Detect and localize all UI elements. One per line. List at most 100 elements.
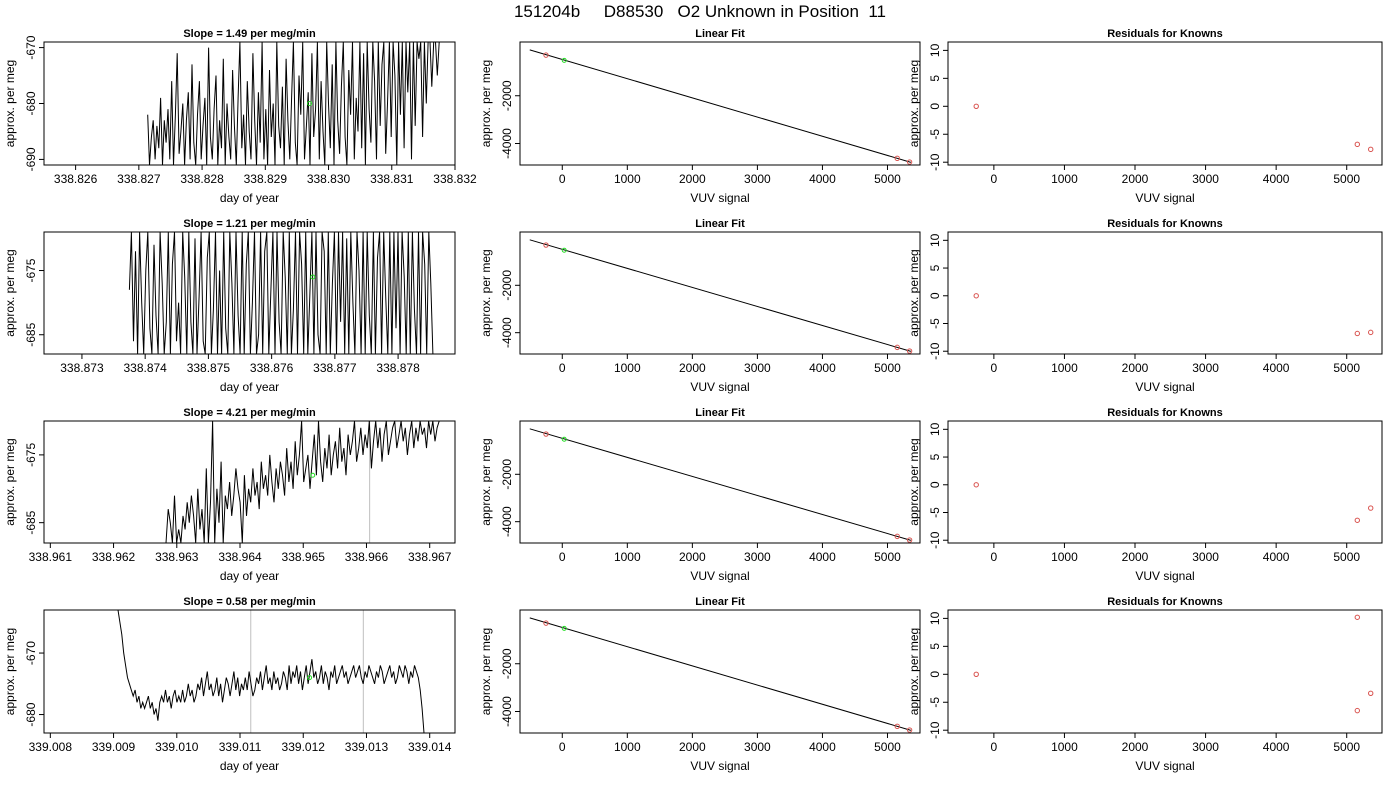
unknown-point bbox=[561, 57, 567, 63]
plot-frame bbox=[947, 420, 1383, 544]
x-tick-label: 5000 bbox=[874, 172, 901, 186]
plot-frame bbox=[519, 420, 921, 544]
y-tick-label: 5 bbox=[928, 75, 942, 82]
y-axis-label: approx. per meg bbox=[479, 628, 493, 715]
x-tick-label: 339.009 bbox=[92, 740, 136, 754]
y-axis-label: approx. per meg bbox=[907, 628, 921, 715]
x-tick-label: 339.010 bbox=[155, 740, 199, 754]
panel-4: Slope = 0.58 per meg/min 339.008 339.009 33… bbox=[3, 596, 456, 773]
x-tick-label: 0 bbox=[559, 172, 566, 186]
series-line bbox=[117, 610, 425, 733]
y-tick-label: -10 bbox=[928, 721, 942, 739]
x-tick-label: 4000 bbox=[1263, 740, 1290, 754]
plot-frame bbox=[43, 41, 456, 166]
x-tick-label: 339.013 bbox=[345, 740, 389, 754]
x-tick-label: 0 bbox=[991, 740, 998, 754]
y-tick-label: 0 bbox=[928, 671, 942, 678]
y-tick-label: -685 bbox=[24, 322, 38, 346]
chart-title: Residuals for Knowns bbox=[1107, 218, 1223, 230]
y-tick-label: -4000 bbox=[500, 696, 514, 727]
y-tick-label: 5 bbox=[928, 453, 942, 460]
y-tick-label: -2000 bbox=[500, 270, 514, 301]
residual-point bbox=[1368, 690, 1374, 697]
x-tick-label: 4000 bbox=[809, 740, 836, 754]
y-tick-label: 0 bbox=[928, 481, 942, 488]
plot-frame bbox=[947, 609, 1383, 734]
known-point bbox=[543, 52, 549, 58]
x-tick-label: 3000 bbox=[744, 740, 771, 754]
x-tick-label: 338.874 bbox=[123, 361, 167, 375]
y-tick-label: -685 bbox=[24, 510, 38, 534]
plot-frame bbox=[43, 609, 456, 734]
unknown-point bbox=[561, 436, 567, 442]
x-tick-label: 338.962 bbox=[92, 550, 136, 564]
y-axis-label: approx. per meg bbox=[907, 249, 921, 336]
x-tick-label: 339.008 bbox=[29, 740, 73, 754]
x-axis-label: day of year bbox=[220, 380, 279, 394]
residual-point bbox=[1354, 517, 1361, 523]
chart-title: Slope = 1.21 per meg/min bbox=[183, 218, 316, 230]
x-tick-label: 1000 bbox=[614, 740, 641, 754]
y-axis-label: approx. per meg bbox=[479, 438, 493, 525]
x-tick-label: 2000 bbox=[679, 740, 706, 754]
x-tick-label: 0 bbox=[991, 172, 998, 186]
x-axis-label: VUV signal bbox=[1135, 569, 1194, 583]
chart-title: Slope = 0.58 per meg/min bbox=[183, 596, 316, 608]
residual-point bbox=[973, 671, 979, 677]
x-tick-label: 338.827 bbox=[117, 172, 161, 186]
chart-title: Residuals for Knowns bbox=[1107, 407, 1223, 419]
x-tick-label: 3000 bbox=[1192, 740, 1219, 754]
y-tick-label: -690 bbox=[24, 147, 38, 171]
y-tick-label: -5 bbox=[928, 129, 942, 140]
x-axis-label: VUV signal bbox=[1135, 759, 1194, 773]
x-tick-label: 3000 bbox=[1192, 550, 1219, 564]
fit-line bbox=[529, 428, 912, 541]
x-tick-label: 1000 bbox=[1051, 550, 1078, 564]
x-tick-label: 338.966 bbox=[345, 550, 389, 564]
x-tick-label: 338.876 bbox=[250, 361, 294, 375]
plot-area bbox=[973, 103, 1374, 153]
y-axis-label: approx. per meg bbox=[479, 249, 493, 336]
y-axis-label: approx. per meg bbox=[3, 249, 17, 336]
plot-area bbox=[529, 617, 913, 733]
x-tick-label: 339.012 bbox=[282, 740, 326, 754]
chart-title: Linear Fit bbox=[695, 218, 745, 230]
unknown-point bbox=[561, 247, 567, 253]
y-tick-label: -675 bbox=[24, 443, 38, 467]
x-tick-label: 338.877 bbox=[313, 361, 357, 375]
plot-area bbox=[973, 293, 1374, 337]
plot-frame bbox=[519, 41, 921, 166]
x-tick-label: 1000 bbox=[1051, 172, 1078, 186]
plot-frame bbox=[43, 231, 456, 355]
x-axis-label: VUV signal bbox=[690, 380, 749, 394]
plot-area bbox=[128, 232, 434, 354]
x-tick-label: 338.829 bbox=[244, 172, 288, 186]
fit-line bbox=[529, 239, 912, 352]
plot-area bbox=[165, 421, 440, 543]
y-tick-label: -670 bbox=[24, 641, 38, 665]
y-tick-label: -5 bbox=[928, 507, 942, 518]
plot-frame bbox=[947, 231, 1383, 355]
residual-point bbox=[973, 293, 979, 299]
x-tick-label: 2000 bbox=[679, 361, 706, 375]
y-tick-label: -10 bbox=[928, 342, 942, 360]
y-tick-label: -10 bbox=[928, 531, 942, 549]
known-point bbox=[894, 533, 900, 540]
x-tick-label: 2000 bbox=[679, 550, 706, 564]
x-tick-label: 1000 bbox=[1051, 740, 1078, 754]
known-point bbox=[894, 344, 900, 351]
plot-area bbox=[529, 239, 913, 354]
y-tick-label: -4000 bbox=[500, 317, 514, 348]
y-tick-label: 5 bbox=[928, 643, 942, 650]
known-point bbox=[906, 348, 913, 354]
x-tick-label: 1000 bbox=[614, 361, 641, 375]
mean-point bbox=[310, 274, 316, 280]
chart-title: Residuals for Knowns bbox=[1107, 596, 1223, 608]
mean-point bbox=[307, 101, 313, 106]
x-tick-label: 0 bbox=[991, 361, 998, 375]
panel-6: Linear Fit 0 1000 2000 3000 4000 5000 -2000 -400… bbox=[479, 218, 921, 394]
x-axis-label: VUV signal bbox=[690, 569, 749, 583]
x-tick-label: 0 bbox=[559, 361, 566, 375]
x-tick-label: 4000 bbox=[809, 361, 836, 375]
